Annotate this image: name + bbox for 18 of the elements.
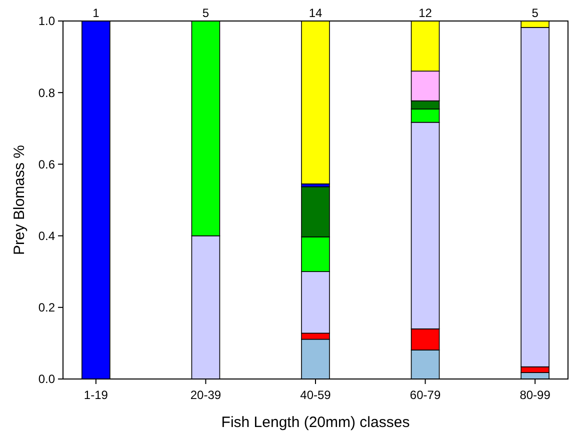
y-tick-label: 0.2 bbox=[38, 300, 56, 315]
y-tick-label: 0.4 bbox=[38, 229, 56, 243]
y-tick-label: 0.6 bbox=[38, 157, 56, 172]
annotation: 5 bbox=[532, 6, 539, 20]
annotation: 1 bbox=[92, 6, 100, 20]
x-tick-label: 20-39 bbox=[190, 388, 222, 402]
y-axis-title: Prey Blomass % bbox=[11, 144, 28, 256]
annotation: 12 bbox=[418, 6, 432, 20]
x-tick-label: 80-99 bbox=[520, 388, 551, 402]
x-axis-title: Fish Length (20mm) classes bbox=[221, 414, 410, 431]
y-tick-label: 0.8 bbox=[38, 86, 56, 100]
x-tick-label: 1-19 bbox=[84, 388, 108, 402]
x-tick-label: 40-59 bbox=[300, 388, 332, 402]
y-tick-label: 0.0 bbox=[38, 372, 56, 386]
x-tick-label: 60-79 bbox=[410, 388, 441, 402]
annotation: 14 bbox=[308, 6, 322, 20]
y-tick-label: 1.0 bbox=[38, 14, 56, 28]
annotation: 5 bbox=[202, 6, 210, 20]
